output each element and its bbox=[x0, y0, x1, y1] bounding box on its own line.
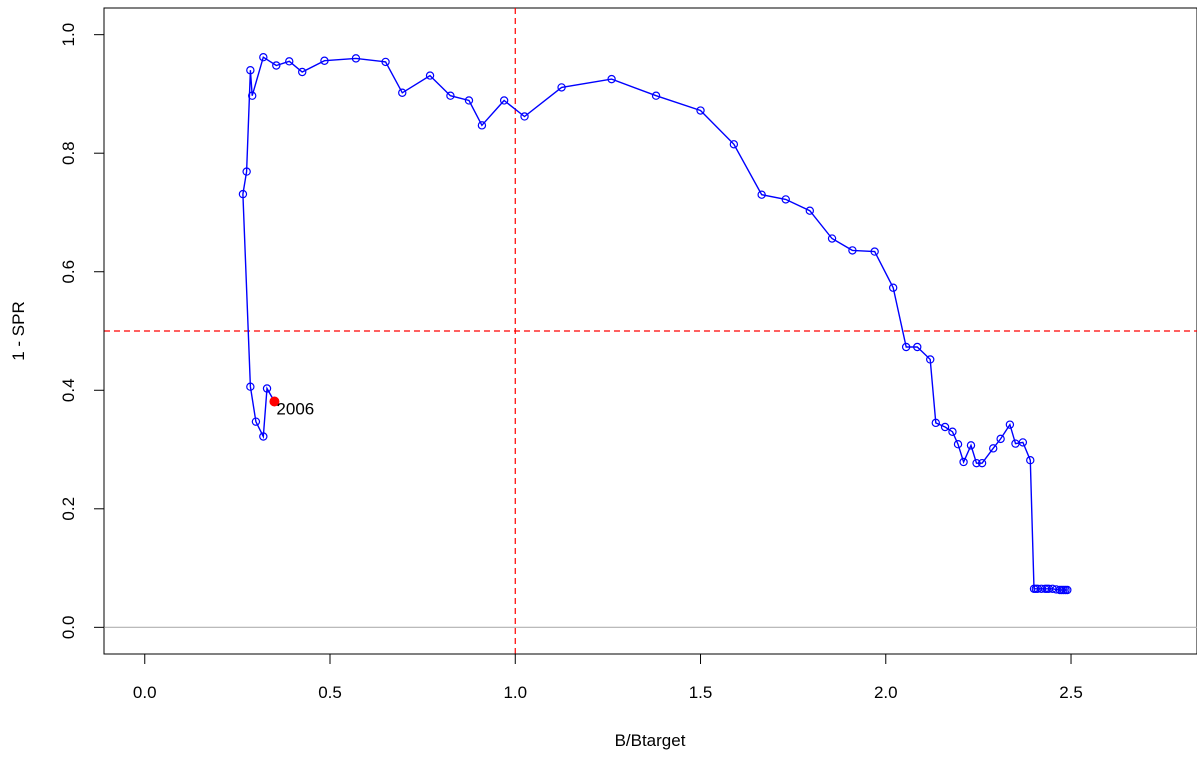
data-point bbox=[557, 83, 566, 92]
data-point bbox=[729, 140, 739, 149]
data-point bbox=[499, 96, 509, 105]
data-point bbox=[901, 342, 911, 352]
data-point bbox=[1011, 439, 1020, 448]
data-point bbox=[972, 458, 981, 468]
data-point bbox=[953, 439, 963, 449]
data-point bbox=[320, 56, 329, 65]
data-point bbox=[464, 96, 474, 105]
data-point bbox=[351, 54, 361, 63]
data-point bbox=[696, 106, 705, 115]
y-tick-label: 0.6 bbox=[59, 260, 78, 284]
data-point bbox=[272, 61, 281, 70]
data-point bbox=[651, 91, 661, 100]
x-tick-label: 1.0 bbox=[503, 683, 527, 702]
y-axis: 0.0 0.2 0.4 0.6 0.8 1.0 bbox=[59, 23, 105, 640]
data-point bbox=[1005, 420, 1015, 429]
x-tick-label: 0.5 bbox=[318, 683, 342, 702]
x-tick-label: 1.5 bbox=[689, 683, 713, 702]
data-point bbox=[259, 52, 268, 62]
y-tick-label: 0.4 bbox=[59, 378, 78, 402]
data-point bbox=[931, 418, 940, 428]
y-tick-label: 0.0 bbox=[59, 616, 78, 640]
data-point bbox=[520, 112, 529, 121]
x-tick-label: 0.0 bbox=[133, 683, 157, 702]
data-point bbox=[1029, 584, 1039, 594]
data-point bbox=[977, 458, 987, 468]
data-point bbox=[251, 417, 261, 426]
y-tick-label: 0.8 bbox=[59, 141, 78, 165]
y-tick-label: 0.2 bbox=[59, 497, 78, 521]
last-year-label: 2006 bbox=[276, 400, 314, 419]
data-point bbox=[870, 247, 879, 256]
data-point bbox=[926, 355, 935, 364]
data-point bbox=[607, 74, 616, 84]
data-point bbox=[242, 167, 251, 176]
data-point bbox=[888, 283, 898, 292]
data-point bbox=[285, 57, 294, 66]
data-point bbox=[246, 66, 255, 75]
data-point bbox=[298, 67, 307, 77]
data-point bbox=[262, 384, 272, 393]
markers-layer bbox=[238, 52, 1072, 595]
data-point bbox=[781, 195, 790, 204]
data-point bbox=[1026, 456, 1035, 465]
data-point bbox=[940, 422, 950, 432]
x-axis: 0.0 0.5 1.0 1.5 2.0 2.5 bbox=[133, 653, 1083, 702]
y-tick-label: 1.0 bbox=[59, 23, 78, 47]
x-axis-label: B/Btarget bbox=[615, 731, 686, 750]
data-point bbox=[446, 91, 455, 100]
data-point bbox=[996, 434, 1005, 444]
data-point bbox=[259, 432, 268, 441]
data-point bbox=[827, 234, 837, 243]
x-tick-label: 2.0 bbox=[874, 683, 898, 702]
data-point bbox=[805, 206, 815, 215]
data-point bbox=[246, 382, 255, 391]
series-layer bbox=[242, 56, 1068, 591]
data-point bbox=[398, 88, 407, 97]
y-axis-label: 1 - SPR bbox=[9, 301, 28, 361]
last-point-marker bbox=[269, 396, 280, 407]
data-point bbox=[425, 71, 435, 80]
data-point bbox=[948, 427, 957, 436]
data-point bbox=[989, 444, 998, 453]
data-point bbox=[477, 121, 487, 130]
data-point bbox=[848, 246, 857, 255]
series-line bbox=[242, 56, 1068, 591]
data-point bbox=[959, 457, 968, 467]
data-point bbox=[238, 189, 248, 199]
data-point bbox=[248, 91, 257, 100]
reference-lines bbox=[104, 8, 1197, 654]
data-point bbox=[381, 57, 390, 67]
data-point bbox=[913, 342, 922, 352]
x-tick-label: 2.5 bbox=[1059, 683, 1083, 702]
data-point bbox=[757, 190, 766, 199]
data-point bbox=[966, 441, 976, 450]
